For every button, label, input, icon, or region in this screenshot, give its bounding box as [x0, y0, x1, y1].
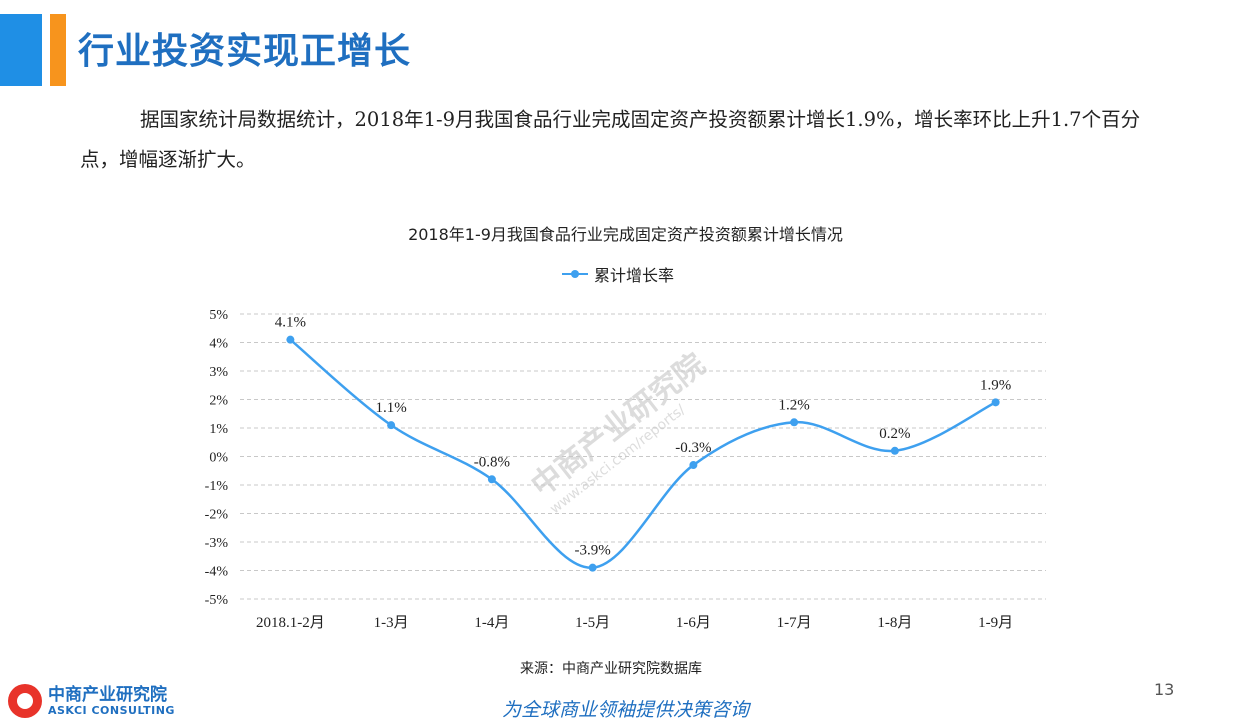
data-point [387, 421, 396, 430]
x-tick-label: 1-5月 [575, 615, 610, 631]
y-tick-label: -5% [205, 593, 229, 608]
data-point [790, 418, 799, 427]
x-tick-label: 1-3月 [374, 615, 409, 631]
x-tick-label: 1-8月 [877, 615, 912, 631]
y-tick-label: 2% [209, 394, 228, 409]
x-tick-label: 1-4月 [474, 615, 509, 631]
footer-slogan: 为全球商业领袖提供决策咨询 [501, 699, 749, 721]
data-label: 1.9% [980, 377, 1011, 393]
page-number: 13 [1154, 680, 1175, 699]
y-tick-label: -3% [205, 536, 229, 551]
series-line [289, 338, 997, 569]
legend-line-marker-icon [562, 268, 588, 280]
title-accent-orange [50, 14, 66, 86]
legend-label: 累计增长率 [594, 266, 675, 285]
data-point [890, 446, 899, 455]
company-logo: 中商产业研究院 ASKCI CONSULTING [8, 684, 175, 718]
data-label: -0.3% [675, 440, 711, 456]
data-point [286, 335, 295, 344]
intro-paragraph: 据国家统计局数据统计，2018年1-9月我国食品行业完成固定资产投资额累计增长1… [80, 108, 1141, 171]
data-label: -0.8% [474, 454, 510, 470]
data-point [487, 475, 496, 484]
source-note: 来源：中商产业研究院数据库 [520, 661, 702, 677]
x-tick-label: 1-9月 [978, 615, 1013, 631]
x-tick-label: 1-7月 [777, 615, 812, 631]
x-tick-label: 2018.1-2月 [256, 615, 325, 631]
y-tick-label: 5% [209, 308, 228, 323]
y-tick-label: 3% [209, 365, 228, 380]
data-label: 1.1% [376, 400, 407, 416]
data-point [689, 461, 698, 470]
chart-title: 2018年1-9月我国食品行业完成固定资产投资额累计增长情况 [408, 225, 843, 244]
page-title: 行业投资实现正增长 [78, 30, 412, 72]
data-point [991, 398, 1000, 407]
data-label: 4.1% [275, 315, 306, 331]
y-tick-label: 1% [209, 422, 228, 437]
logo-mark-icon [8, 684, 42, 718]
y-tick-label: 4% [209, 337, 228, 352]
data-label: 1.2% [779, 397, 810, 413]
title-accent-blue [0, 14, 42, 86]
data-point [588, 563, 597, 572]
y-tick-label: -2% [205, 508, 229, 523]
logo-text-en: ASKCI CONSULTING [48, 703, 175, 717]
y-tick-label: 0% [209, 451, 228, 466]
chart-legend: 累计增长率 [562, 262, 674, 286]
data-label: 0.2% [879, 426, 910, 442]
data-label: -3.9% [575, 543, 611, 559]
y-tick-label: -1% [205, 479, 229, 494]
x-tick-label: 1-6月 [676, 615, 711, 631]
logo-text-cn: 中商产业研究院 [48, 684, 167, 705]
y-tick-label: -4% [205, 565, 229, 580]
